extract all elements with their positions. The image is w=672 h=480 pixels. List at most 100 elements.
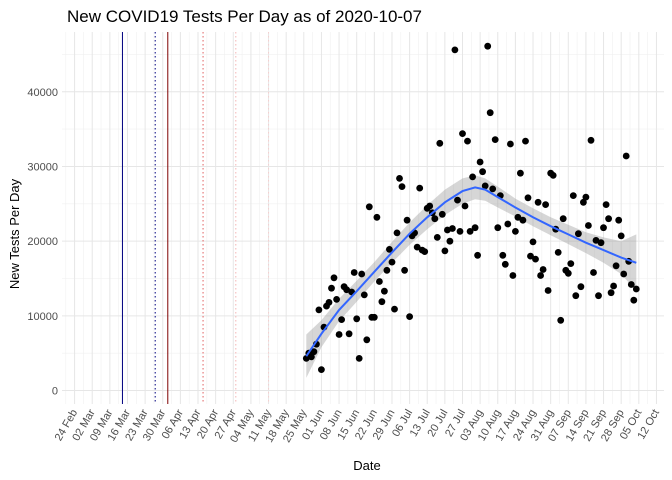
data-point [350,269,358,276]
y-axis-ticks: 0 10000 20000 30000 40000 [27,87,58,398]
data-point [509,272,517,279]
data-point [602,201,610,209]
smooth-trend-line [305,186,637,357]
data-point [479,168,486,176]
y-tick-label: 0 [52,386,58,398]
data-point [302,355,310,362]
data-point [585,222,592,229]
data-point [610,282,617,290]
data-point [401,266,408,274]
data-point [476,158,484,166]
data-point [365,203,373,211]
data-point [373,213,381,221]
y-tick-label: 20000 [27,236,58,248]
data-point [537,272,544,279]
data-point [466,228,474,235]
data-point [554,249,562,256]
data-point [328,284,335,292]
data-point [318,366,325,373]
data-point [363,336,371,344]
data-point [580,198,587,206]
data-point [501,260,509,268]
data-point [559,215,567,223]
data-point [504,220,512,228]
data-point [544,287,552,294]
data-point [612,262,620,270]
y-tick-label: 30000 [27,161,58,173]
grid-lines [62,32,664,404]
data-point [489,185,497,193]
data-point [426,202,434,210]
data-point [630,296,638,304]
data-point [360,291,368,299]
data-point [587,136,595,144]
y-axis-title: New Tests Per Day [7,178,22,289]
data-point [575,230,582,238]
data-point [514,213,522,221]
data-point [438,210,446,218]
data-point [542,201,549,209]
data-point [620,270,628,278]
data-point [391,305,398,313]
data-point [353,315,361,323]
data-point [451,46,459,54]
data-point [416,184,424,192]
data-point [484,42,492,50]
data-point [456,228,464,235]
data-point [512,228,519,235]
data-point [396,175,403,182]
data-point [421,248,429,256]
data-point [383,266,391,274]
data-point [567,260,575,267]
y-tick-label: 10000 [27,311,58,323]
data-point [481,182,489,190]
data-point [474,251,481,259]
data-point [557,316,565,324]
data-point [431,215,439,223]
data-point [597,239,605,247]
data-point [534,198,542,206]
data-point [433,234,441,241]
data-point [469,173,476,181]
data-points [302,42,640,373]
data-point [403,216,411,224]
data-point [471,224,479,232]
x-axis-title: Date [353,458,380,473]
data-point [315,306,323,314]
data-point [325,299,333,306]
data-point [524,194,532,202]
data-point [494,224,502,232]
data-point [529,238,537,246]
data-point [358,270,366,278]
data-point [335,331,343,338]
data-point [406,313,413,320]
data-point [343,286,350,294]
data-point [333,296,340,303]
data-point [617,232,625,240]
data-point [338,316,345,323]
data-point [532,255,539,263]
data-point [393,229,401,237]
data-point [459,130,466,138]
data-point [607,289,615,297]
data-point [517,169,524,177]
data-point [615,216,623,224]
data-point [464,137,471,145]
data-point [388,258,396,266]
data-point [381,287,388,295]
data-point [376,278,383,285]
data-point [461,202,469,210]
data-point [308,353,315,361]
data-point [446,237,454,245]
data-point [499,251,507,259]
data-point [539,266,547,273]
y-tick-label: 40000 [27,87,58,99]
data-point [549,172,557,179]
data-point [600,224,607,232]
data-point [491,136,499,144]
data-point [310,348,318,356]
smooth-confidence-band [306,175,637,378]
data-point [522,137,529,145]
